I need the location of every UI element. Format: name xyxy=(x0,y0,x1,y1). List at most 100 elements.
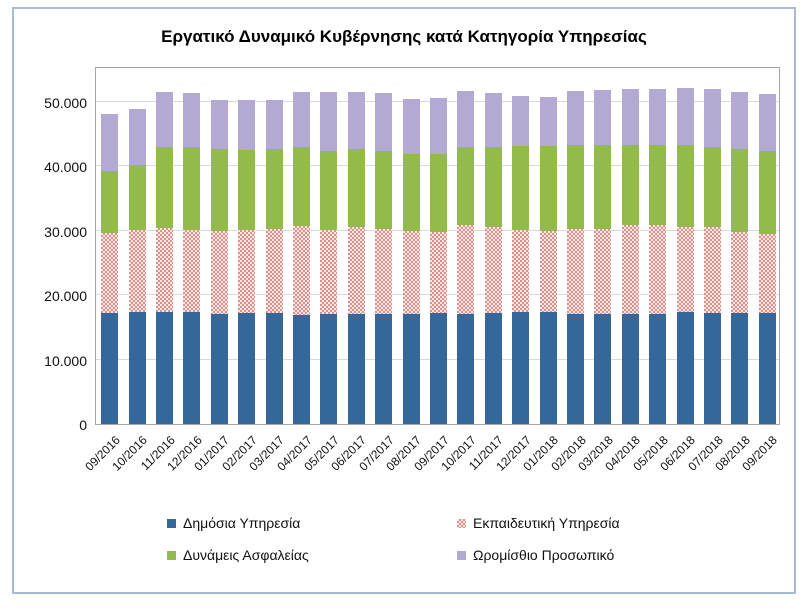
bar-segment-3 xyxy=(375,150,393,229)
legend-swatch-green xyxy=(167,550,176,560)
chart-title: Εργατικό Δυναμικό Κυβέρνησης κατά Κατηγο… xyxy=(161,27,647,46)
y-axis-label: 30.000 xyxy=(44,223,87,240)
bar-segment-1 xyxy=(649,314,667,424)
bar-segment-3 xyxy=(704,146,721,227)
bar-06/2018 xyxy=(676,88,694,424)
bar-04/2017 xyxy=(293,91,310,424)
bar-segment-2 xyxy=(484,227,502,314)
bar-segment-3 xyxy=(621,144,639,225)
bar-segment-2 xyxy=(621,224,639,315)
bar-segment-4 xyxy=(457,90,475,147)
bar-segment-4 xyxy=(594,89,612,145)
legend-label: Δυνάμεις Ασφαλείας xyxy=(183,547,309,563)
legend-swatch-purple xyxy=(457,550,466,560)
bar-segment-1 xyxy=(156,311,173,424)
bar-segment-3 xyxy=(347,149,365,228)
bar-segment-4 xyxy=(512,95,530,147)
legend-label: Εκπαιδευτική Υπηρεσία xyxy=(473,515,620,531)
bar-segment-3 xyxy=(594,144,612,229)
bar-segment-1 xyxy=(758,313,776,424)
bar-08/2018 xyxy=(731,91,749,424)
bar-segment-2 xyxy=(293,226,310,315)
bar-segment-2 xyxy=(156,227,173,312)
bar-07/2017 xyxy=(375,93,393,424)
legend-item: Εκπαιδευτική Υπηρεσία xyxy=(457,515,620,531)
bar-segment-4 xyxy=(293,91,310,148)
y-axis-label: 10.000 xyxy=(44,352,87,369)
bar-segment-4 xyxy=(484,92,502,148)
bar-segment-1 xyxy=(539,312,557,424)
bar-segment-2 xyxy=(183,229,201,313)
bar-segment-3 xyxy=(156,146,173,228)
bar-segment-3 xyxy=(320,150,338,230)
bar-segment-1 xyxy=(621,314,639,424)
bar-06/2017 xyxy=(347,91,365,424)
bar-segment-4 xyxy=(539,97,557,147)
bar-segment-1 xyxy=(512,311,530,424)
bar-segment-1 xyxy=(293,315,310,424)
legend-item: Ωρομίσθιο Προσωπικό xyxy=(457,547,614,563)
bar-segment-2 xyxy=(265,228,283,314)
bar-segment-3 xyxy=(676,144,694,228)
bar-segment-3 xyxy=(512,146,530,230)
bar-segment-3 xyxy=(758,150,776,234)
bar-segment-4 xyxy=(649,88,667,145)
bar-segment-4 xyxy=(210,100,228,149)
bar-04/2018 xyxy=(621,88,639,424)
bar-segment-1 xyxy=(430,313,447,424)
bar-segment-4 xyxy=(758,93,776,151)
bar-segment-1 xyxy=(347,313,365,424)
bar-segment-1 xyxy=(238,313,256,424)
legend-swatch-pink xyxy=(457,518,466,528)
bar-segment-2 xyxy=(512,229,530,312)
bar-02/2017 xyxy=(238,100,256,424)
bar-segment-4 xyxy=(320,91,338,151)
bar-segment-4 xyxy=(402,98,420,155)
bar-segment-1 xyxy=(704,313,721,424)
plot-area xyxy=(95,67,780,425)
bar-09/2016 xyxy=(101,114,119,424)
bar-segment-4 xyxy=(238,100,256,150)
bar-11/2017 xyxy=(484,92,502,424)
legend-item: Δημόσια Υπηρεσία xyxy=(167,515,300,531)
bar-segment-4 xyxy=(128,108,146,165)
bar-segment-2 xyxy=(731,231,749,314)
bar-segment-1 xyxy=(731,313,749,424)
bar-segment-2 xyxy=(594,228,612,314)
bar-segment-3 xyxy=(265,148,283,229)
bar-03/2018 xyxy=(594,89,612,424)
bar-09/2017 xyxy=(430,97,447,424)
bar-segment-3 xyxy=(402,154,420,232)
legend-swatch-blue xyxy=(167,518,176,528)
bar-segment-1 xyxy=(183,312,201,424)
bar-10/2017 xyxy=(457,90,475,424)
bar-segment-4 xyxy=(101,114,119,171)
legend-label: Ωρομίσθιο Προσωπικό xyxy=(473,547,615,563)
bar-segment-1 xyxy=(320,314,338,424)
bar-segment-4 xyxy=(375,93,393,151)
bar-segment-2 xyxy=(320,229,338,315)
bar-01/2018 xyxy=(539,97,557,424)
bar-segment-2 xyxy=(676,227,694,313)
y-axis-label: 0 xyxy=(79,417,87,433)
bar-segment-4 xyxy=(567,91,584,146)
bar-segment-2 xyxy=(128,229,146,312)
bar-segment-3 xyxy=(731,148,749,232)
bar-segment-2 xyxy=(347,227,365,314)
bar-03/2017 xyxy=(265,100,283,424)
bar-05/2017 xyxy=(320,91,338,424)
bar-segment-1 xyxy=(567,313,584,424)
bar-segment-3 xyxy=(128,164,146,230)
bar-08/2017 xyxy=(402,98,420,424)
bar-segment-4 xyxy=(621,88,639,145)
bar-segment-2 xyxy=(210,230,228,314)
bar-segment-2 xyxy=(457,224,475,314)
bar-01/2017 xyxy=(210,100,228,424)
bar-segment-3 xyxy=(183,146,201,230)
bar-segment-3 xyxy=(457,146,475,225)
bar-09/2018 xyxy=(758,93,776,424)
bar-12/2017 xyxy=(512,95,530,424)
bar-11/2016 xyxy=(156,91,173,424)
bar-segment-3 xyxy=(567,145,584,230)
bar-segment-2 xyxy=(402,231,420,314)
